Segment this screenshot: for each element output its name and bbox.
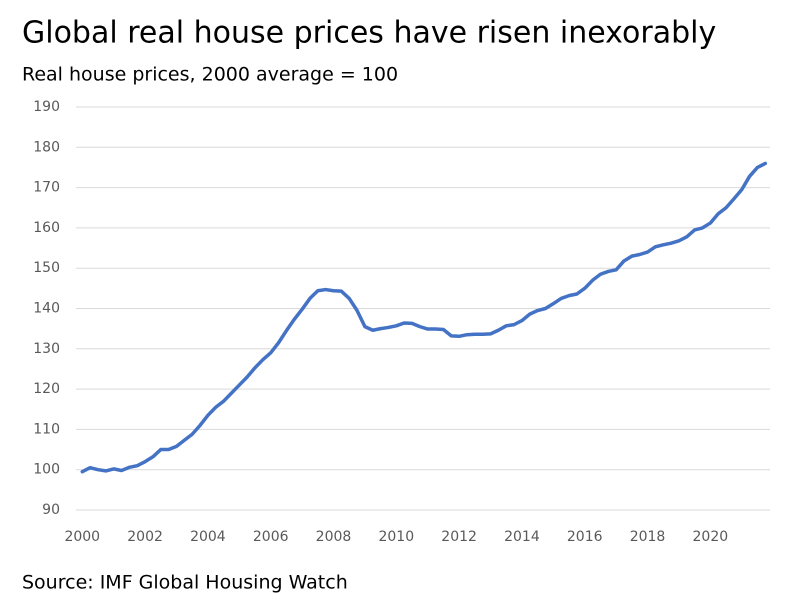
y-tick-label: 110 — [33, 421, 60, 437]
x-tick-label: 2006 — [253, 529, 289, 545]
y-tick-label: 160 — [33, 220, 60, 236]
y-tick-label: 140 — [33, 301, 60, 317]
y-tick-label: 150 — [33, 260, 60, 276]
y-tick-label: 130 — [33, 341, 60, 357]
x-tick-label: 2000 — [64, 529, 100, 545]
source: Source: IMF Global Housing Watch — [22, 572, 348, 594]
x-tick-label: 2004 — [190, 529, 226, 545]
x-tick-label: 2008 — [316, 529, 352, 545]
x-tick-label: 2018 — [630, 529, 666, 545]
chart-title: Global real house prices have risen inex… — [22, 16, 716, 51]
x-tick-label: 2014 — [504, 529, 540, 545]
chart-subtitle: Real house prices, 2000 average = 100 — [22, 64, 398, 86]
y-tick-label: 190 — [33, 99, 60, 115]
x-tick-label: 2012 — [441, 529, 477, 545]
y-tick-label: 100 — [33, 462, 60, 478]
x-tick-label: 2020 — [693, 529, 729, 545]
y-tick-label: 120 — [33, 381, 60, 397]
y-tick-label: 90 — [42, 502, 60, 518]
x-tick-label: 2016 — [567, 529, 603, 545]
line — [80, 161, 768, 474]
y-tick-label: 180 — [33, 139, 60, 155]
x-tick-label: 2010 — [378, 529, 414, 545]
y-tick-label: 170 — [33, 180, 60, 196]
x-tick-label: 2002 — [127, 529, 163, 545]
